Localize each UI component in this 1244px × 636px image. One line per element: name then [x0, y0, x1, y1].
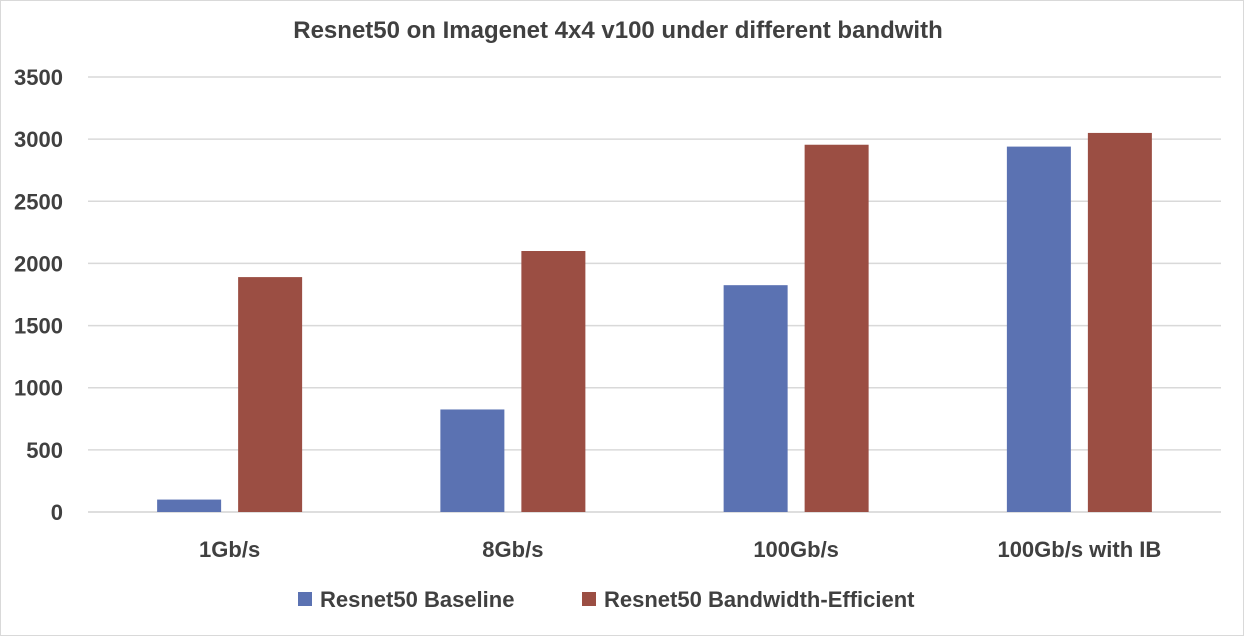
chart-title: Resnet50 on Imagenet 4x4 v100 under diff…: [293, 17, 943, 44]
y-tick-label: 3000: [14, 127, 63, 152]
bar-baseline: [440, 409, 505, 512]
bars: [157, 132, 1152, 512]
y-tick-label: 3500: [14, 65, 63, 90]
y-tick-label: 1000: [14, 376, 63, 401]
bar-bandwidth-efficient: [521, 251, 586, 512]
x-axis-ticks: 1Gb/s 8Gb/s 100Gb/s 100Gb/s with IB: [199, 537, 1161, 562]
legend: Resnet50 Baseline Resnet50 Bandwidth-Effi…: [298, 587, 915, 612]
x-tick-label: 8Gb/s: [482, 537, 543, 562]
bar-baseline: [157, 499, 222, 512]
y-tick-label: 1500: [14, 314, 63, 339]
bar-baseline: [723, 285, 788, 512]
bar-baseline: [1006, 146, 1071, 512]
y-tick-label: 500: [26, 438, 63, 463]
legend-label: Resnet50 Baseline: [320, 587, 514, 612]
x-tick-label: 1Gb/s: [199, 537, 260, 562]
bar-bandwidth-efficient: [238, 277, 303, 512]
bar-bandwidth-efficient: [1087, 132, 1152, 512]
y-tick-label: 0: [51, 500, 63, 525]
x-tick-label: 100Gb/s with IB: [997, 537, 1161, 562]
legend-label: Resnet50 Bandwidth-Efficient: [604, 587, 915, 612]
x-tick-label: 100Gb/s: [753, 537, 839, 562]
y-tick-label: 2500: [14, 189, 63, 214]
legend-swatch: [298, 592, 312, 606]
y-axis-ticks: 0 500 1000 1500 2000 2500 3000 3500: [14, 65, 63, 525]
legend-swatch: [582, 592, 596, 606]
y-tick-label: 2000: [14, 251, 63, 276]
bar-bandwidth-efficient: [804, 144, 869, 512]
